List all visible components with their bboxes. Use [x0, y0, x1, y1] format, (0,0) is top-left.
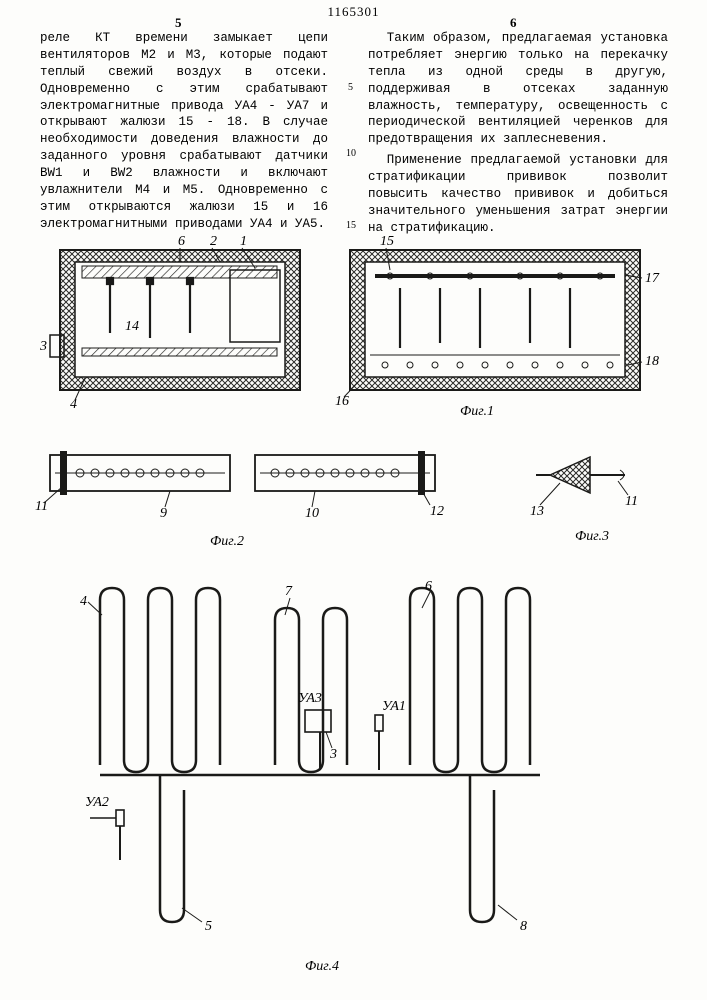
fig2-label: Фиг.2 [210, 534, 244, 549]
fig2-callout-9: 9 [160, 506, 167, 521]
fig4-callout-4: 4 [80, 594, 87, 609]
fig1-right-chamber [350, 250, 640, 390]
fig4-callout-5: 5 [205, 919, 212, 934]
fig4-ua3: УА3 [298, 691, 322, 706]
doc-number: 1165301 [327, 4, 379, 20]
fig1-callout-17: 17 [645, 271, 660, 286]
fig4-callout-3: 3 [329, 747, 337, 762]
fig4-callout-7: 7 [285, 584, 293, 599]
fig4-ua2: УА2 [85, 795, 109, 810]
fig2-callout-12: 12 [430, 504, 444, 519]
fig1-callout-6: 6 [178, 234, 185, 249]
figure-2 [50, 451, 435, 495]
fig1-callout-4: 4 [70, 397, 77, 412]
margin-10: 10 [346, 148, 356, 159]
figure-4: УА3 УА1 УА2 4 7 6 3 5 8 Фиг.4 [30, 560, 670, 980]
fig1-callout-3: 3 [39, 339, 47, 354]
right-column-text: Таким образом, предлагаемая установка по… [368, 30, 668, 237]
fig1-label: Фиг.1 [460, 404, 494, 419]
fig4-callout-6: 6 [425, 579, 432, 594]
right-p2: Применение предлагаемой установки для ст… [368, 152, 668, 236]
fig3-callout-13: 13 [530, 504, 544, 519]
fig3-callout-11: 11 [625, 494, 638, 509]
fig4-label: Фиг.4 [305, 959, 339, 974]
figure-3 [536, 457, 625, 493]
fig1-callout-16: 16 [335, 394, 349, 409]
page-num-left: 5 [175, 15, 182, 31]
left-column-text: реле КТ времени замыкает цепи вентилятор… [40, 30, 328, 233]
margin-5: 5 [348, 82, 353, 93]
fig1-callout-15: 15 [380, 234, 394, 249]
fig1-callout-1: 1 [240, 234, 247, 249]
fig1-callout-18: 18 [645, 354, 659, 369]
right-p1: Таким образом, предлагаемая установка по… [368, 30, 668, 148]
page: 1165301 5 6 реле КТ времени замыкает цеп… [0, 0, 707, 1000]
figure-1: 6 2 1 3 4 14 [30, 230, 670, 420]
page-num-right: 6 [510, 15, 517, 31]
fig4-ua1: УА1 [382, 699, 406, 714]
fig4-callout-8: 8 [520, 919, 527, 934]
figures-block: 6 2 1 3 4 14 [30, 230, 670, 985]
fig1-left-chamber [50, 250, 300, 390]
fig1-callout-14: 14 [125, 319, 139, 334]
fig3-label: Фиг.3 [575, 529, 609, 544]
fig2-callout-10: 10 [305, 506, 319, 521]
figure-2-3: 11 9 10 12 Фиг.2 13 11 Фиг.3 [30, 425, 670, 555]
fig1-callout-2: 2 [210, 234, 217, 249]
